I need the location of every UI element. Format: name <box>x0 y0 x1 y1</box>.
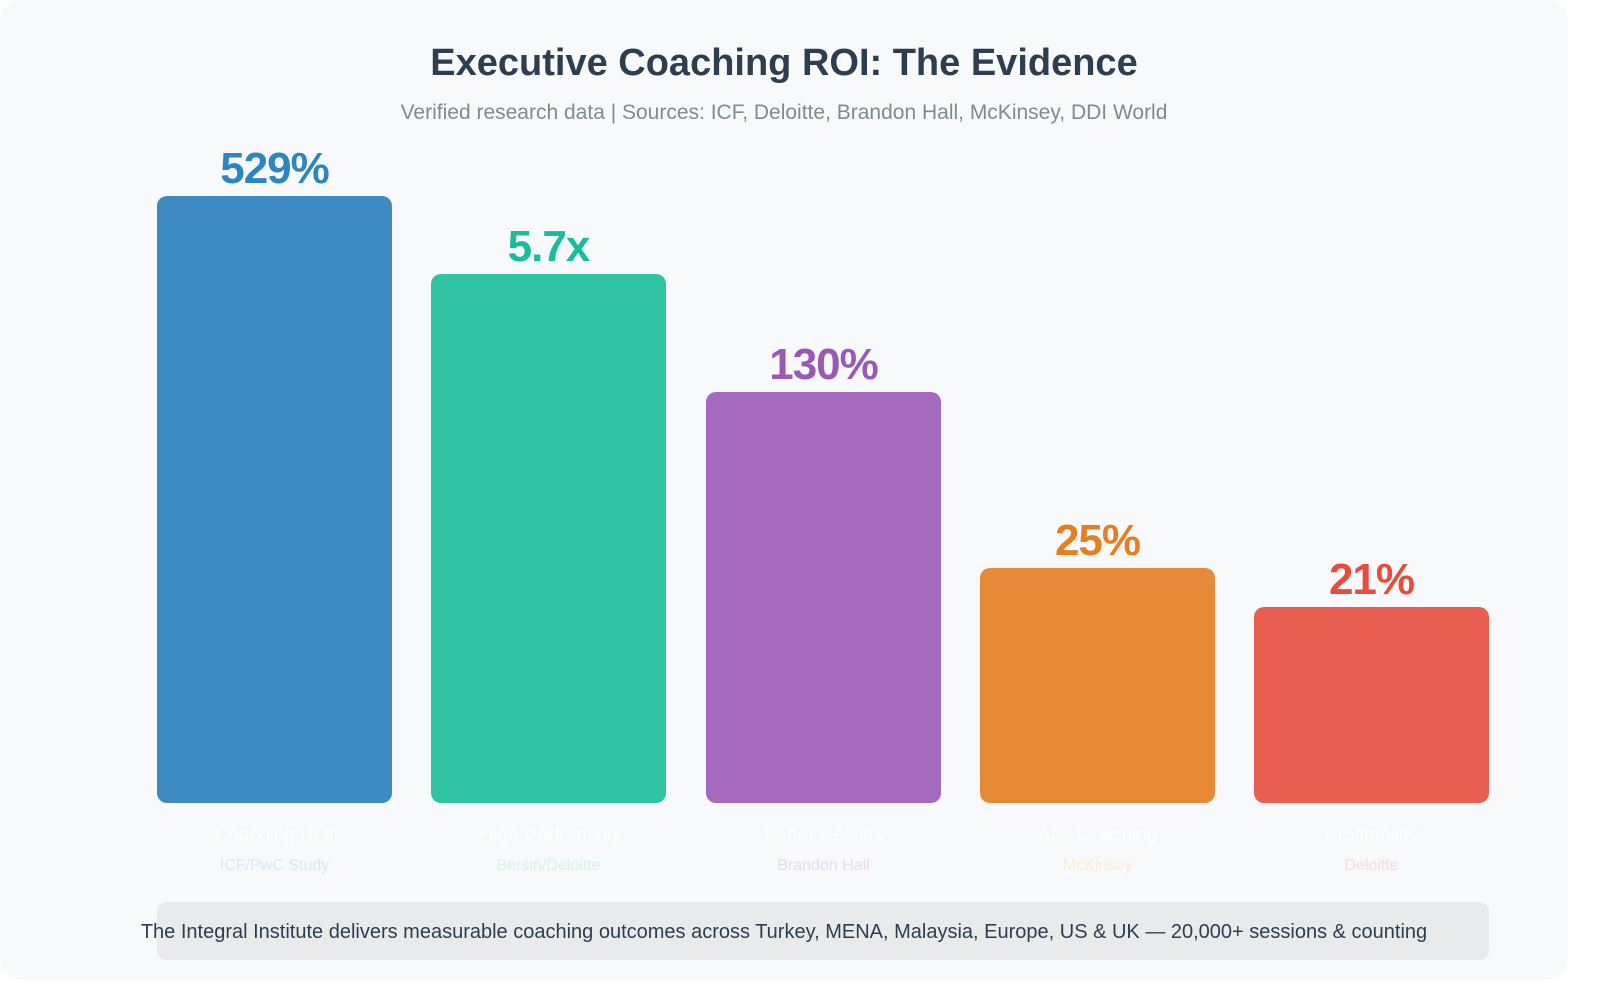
value-label: 529% <box>220 144 330 193</box>
source-label: Brandon Hall <box>777 857 870 874</box>
category-label: Coaching ROI <box>214 825 335 846</box>
footer-banner <box>157 902 1489 960</box>
source-label: Deloitte <box>1344 857 1399 874</box>
bar-4 <box>1254 607 1489 803</box>
value-label: 5.7x <box>507 222 591 271</box>
category-label: High-Performing <box>479 825 618 846</box>
value-label: 130% <box>769 340 879 389</box>
bar-3 <box>980 568 1215 803</box>
source-label: Bersin/Deloitte <box>496 857 601 874</box>
bar-0 <box>157 196 392 803</box>
value-label: 21% <box>1328 555 1415 604</box>
chart-title: Executive Coaching ROI: The Evidence <box>430 42 1138 84</box>
source-label: ICF/PwC Study <box>219 857 330 874</box>
chart-card: Executive Coaching ROI: The Evidence Ver… <box>140 42 1489 960</box>
source-label: McKinsey <box>1062 857 1133 874</box>
chart-subtitle: Verified research data | Sources: ICF, D… <box>400 101 1168 124</box>
bar-2 <box>706 392 941 803</box>
category-label: Better Results <box>763 825 884 846</box>
footer-text: The Integral Institute delivers measurab… <box>140 921 1428 943</box>
bar-1 <box>431 274 666 803</box>
category-label: Profitability <box>1325 825 1418 846</box>
category-label: AI + Coaching <box>1037 825 1158 846</box>
value-label: 25% <box>1054 516 1141 565</box>
